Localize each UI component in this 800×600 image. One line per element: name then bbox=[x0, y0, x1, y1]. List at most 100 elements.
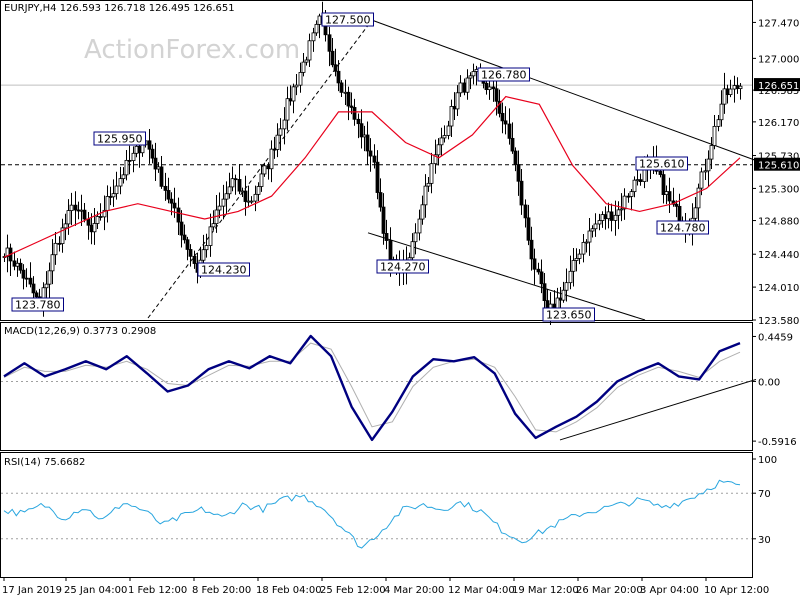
rsi-tick-label: 30 bbox=[758, 535, 771, 546]
candle-body bbox=[439, 137, 444, 146]
candle-body bbox=[356, 118, 361, 125]
candle-body bbox=[185, 239, 190, 250]
price-label-box bbox=[321, 12, 374, 27]
candle-body bbox=[111, 193, 116, 198]
candle-body bbox=[716, 119, 721, 127]
candle-body bbox=[333, 64, 338, 72]
candle-body bbox=[269, 148, 274, 170]
candle-body bbox=[298, 72, 303, 86]
candle-body bbox=[365, 134, 370, 152]
price-tick-label: 126.170 bbox=[758, 118, 799, 129]
candle-body bbox=[629, 191, 634, 197]
candle-body bbox=[725, 88, 730, 96]
candle-body bbox=[449, 106, 454, 127]
candle-body bbox=[201, 249, 206, 261]
candle-body bbox=[635, 179, 640, 182]
candle-body bbox=[561, 289, 566, 301]
candle-body bbox=[86, 218, 91, 226]
candle-body bbox=[555, 297, 560, 310]
candle-body bbox=[188, 249, 193, 257]
candle-body bbox=[121, 174, 126, 180]
x-tick-label: 25 Jan 04:00 bbox=[64, 585, 127, 596]
candle-body bbox=[336, 70, 341, 84]
candle-body bbox=[513, 150, 518, 165]
candle-body bbox=[288, 98, 293, 102]
candle-body bbox=[568, 270, 573, 284]
candle-body bbox=[159, 166, 164, 187]
candle-body bbox=[558, 297, 563, 301]
axes: 127.470 127.000 126.585 126.170 125.730 125.3… bbox=[2, 18, 800, 596]
macd-header: MACD(12,26,9) 0.3773 0.2908 bbox=[4, 326, 156, 337]
candle-body bbox=[709, 145, 714, 160]
price-label-text: 123.650 bbox=[546, 309, 592, 322]
candle-body bbox=[378, 192, 383, 208]
candle-body bbox=[584, 241, 589, 244]
candle-body bbox=[632, 179, 637, 193]
candle-body bbox=[230, 178, 235, 188]
candle-body bbox=[28, 277, 33, 285]
candle-body bbox=[24, 277, 29, 280]
price-tick-label: 127.470 bbox=[758, 18, 799, 29]
candle-body bbox=[664, 191, 669, 195]
price-label-text: 127.500 bbox=[325, 14, 371, 27]
price-label-box bbox=[93, 131, 146, 146]
upper-channel-line bbox=[371, 19, 758, 162]
x-tick-label: 3 Apr 04:00 bbox=[640, 585, 699, 596]
candle-body bbox=[352, 107, 357, 120]
candle-body bbox=[484, 82, 489, 91]
candle-body bbox=[507, 123, 512, 139]
candle-body bbox=[50, 254, 55, 272]
candle-body bbox=[362, 134, 367, 138]
candle-body bbox=[140, 144, 145, 154]
candle-body bbox=[433, 154, 438, 165]
candle-body bbox=[613, 214, 618, 221]
candle-body bbox=[76, 209, 81, 212]
candle-body bbox=[172, 202, 177, 209]
candle-body bbox=[410, 241, 415, 259]
macd-trend-line bbox=[559, 378, 757, 441]
price-label-box bbox=[656, 220, 709, 235]
x-tick-label: 26 Mar 20:00 bbox=[576, 585, 643, 596]
candle-body bbox=[31, 283, 36, 294]
candle-body bbox=[343, 91, 348, 94]
candle-body bbox=[266, 165, 271, 170]
price-axis-marker-text: 126.651 bbox=[758, 81, 799, 92]
price-label-text: 124.230 bbox=[201, 264, 247, 277]
watermark: ActionForex.com bbox=[84, 35, 300, 65]
candle-body bbox=[44, 283, 49, 289]
candle-body bbox=[227, 186, 232, 195]
candle-body bbox=[542, 283, 547, 302]
price-labels: 127.500 126.780 125.950 125.610 124.780 124.2… bbox=[11, 12, 709, 322]
candle-body bbox=[413, 232, 418, 243]
candle-body bbox=[12, 260, 17, 267]
candle-body bbox=[314, 23, 319, 34]
candle-body bbox=[79, 209, 84, 212]
panes bbox=[0, 0, 753, 578]
macd-tick-label: 0.00 bbox=[758, 377, 780, 388]
candle-body bbox=[581, 242, 586, 255]
candle-body bbox=[468, 75, 473, 79]
candle-body bbox=[34, 292, 39, 298]
candle-body bbox=[712, 125, 717, 146]
candle-body bbox=[728, 88, 733, 96]
candle-body bbox=[539, 271, 544, 285]
rsi-tick-label: 70 bbox=[758, 489, 771, 500]
candle-body bbox=[95, 216, 100, 224]
candle-body bbox=[420, 204, 425, 220]
candle-body bbox=[330, 50, 335, 66]
candle-body bbox=[442, 135, 447, 139]
price-label-text: 125.950 bbox=[97, 133, 143, 146]
price-label-box bbox=[542, 307, 595, 322]
candle-body bbox=[519, 180, 524, 206]
candle-body bbox=[359, 123, 364, 138]
candle-body bbox=[452, 106, 457, 110]
candle-body bbox=[147, 140, 152, 150]
moving-average-layer bbox=[3, 95, 741, 258]
candle-body bbox=[510, 137, 515, 152]
price-axis-marker bbox=[754, 157, 800, 171]
candle-body bbox=[471, 71, 476, 77]
candle-body bbox=[102, 209, 107, 218]
candle-body bbox=[15, 262, 20, 267]
candle-body bbox=[536, 268, 541, 273]
price-tick-label: 124.010 bbox=[758, 283, 799, 294]
